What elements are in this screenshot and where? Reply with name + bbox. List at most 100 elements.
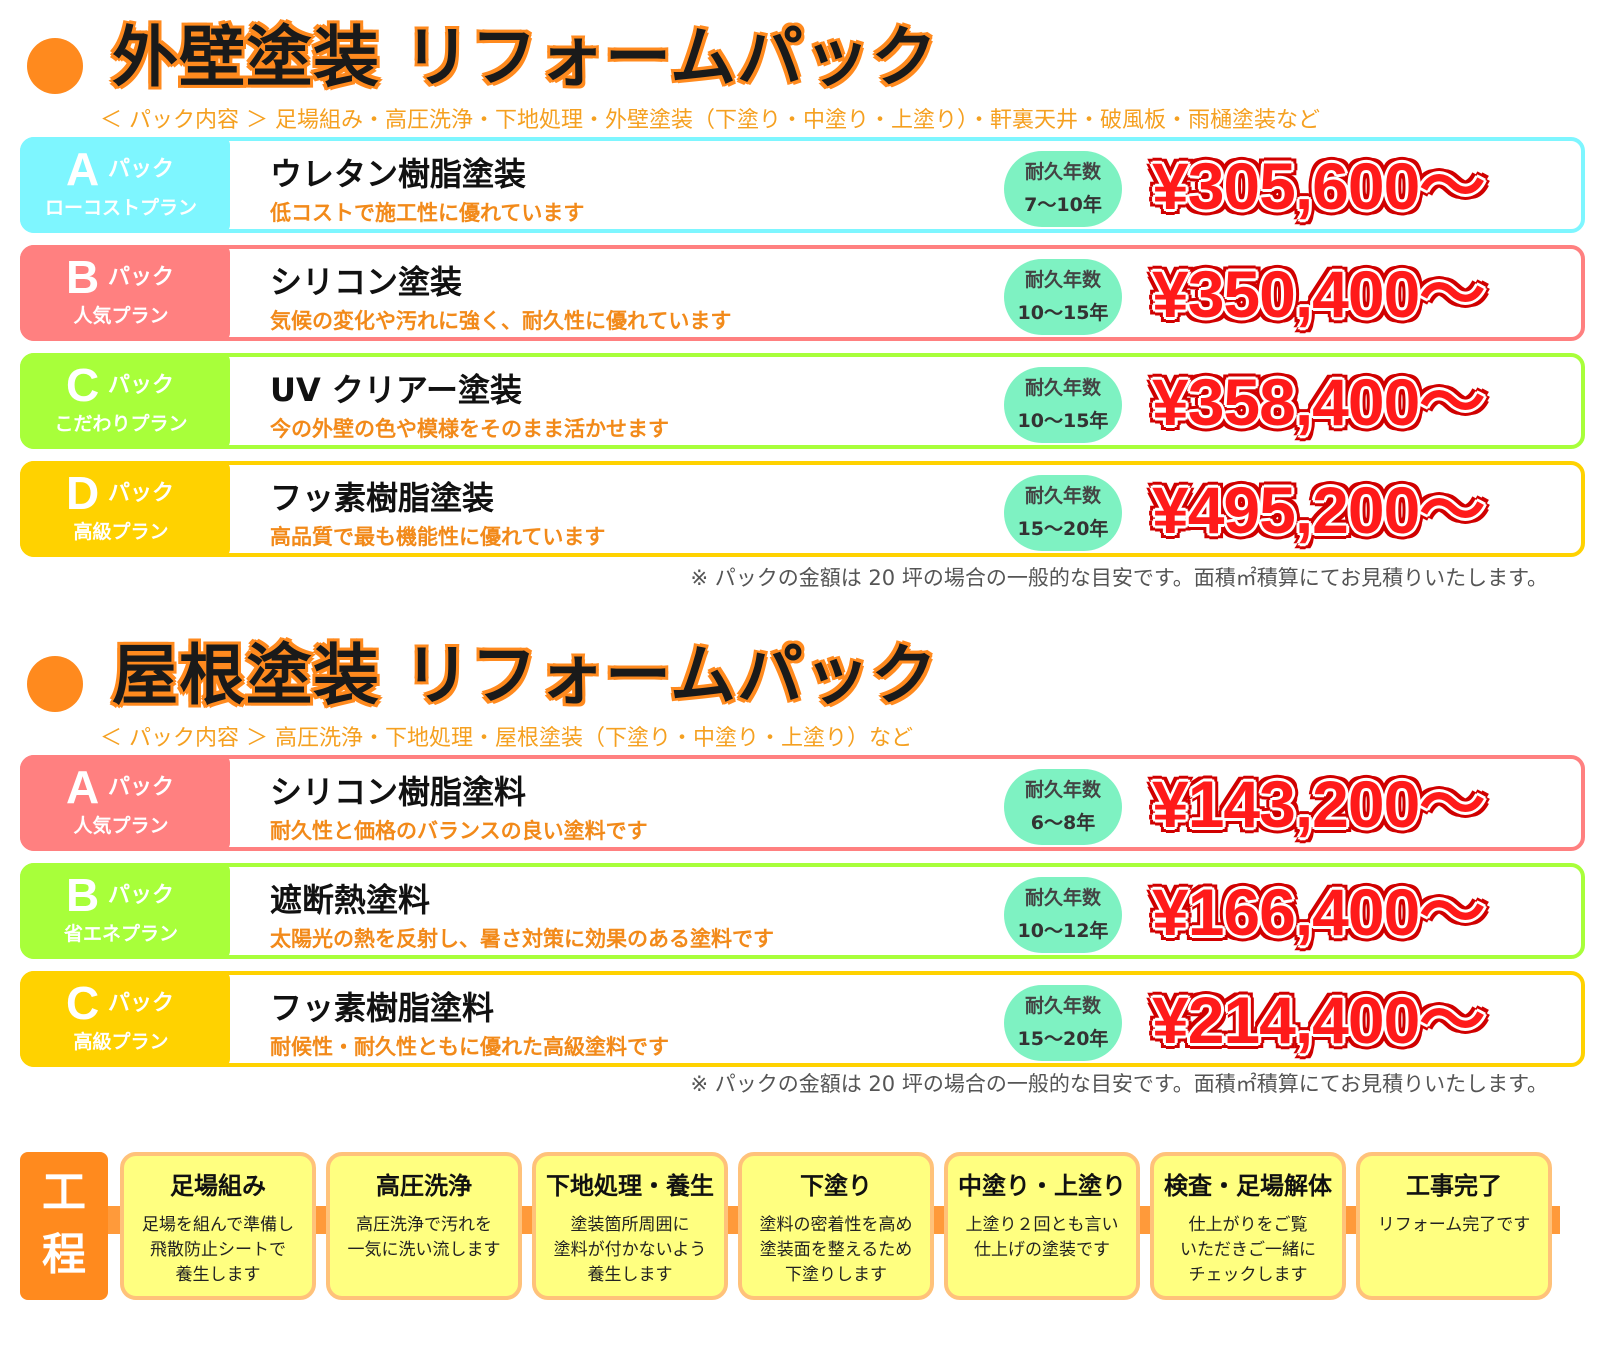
plan-row: C パック こだわりプラン UV クリアー塗装 今の外壁の色や模様をそのまま活かせます 耐…	[20, 353, 1585, 449]
plan-type: ローコストプラン	[44, 197, 197, 219]
plan-description: 耐候性・耐久性ともに優れた高級塗料です	[270, 1035, 669, 1059]
plan-price: ¥495,200～	[1152, 473, 1485, 547]
plan-name: フッ素樹脂塗装	[270, 479, 495, 517]
process-step-title: 中塗り・上塗り	[958, 1172, 1126, 1200]
process-step-line: 高圧洗浄で汚れを	[356, 1215, 492, 1235]
process-step-line: 塗料の密着性を高め	[759, 1215, 913, 1235]
process-step: 中塗り・上塗り上塗り２回とも言い 仕上げの塗装です	[944, 1152, 1140, 1300]
plan-description: 高品質で最も機能性に優れています	[270, 525, 606, 549]
exterior-header: 外壁塗装 リフォームパック	[0, 0, 1600, 98]
process-step: 検査・足場解体仕上がりをご覧 いただきご一緒に チェックします	[1150, 1152, 1346, 1300]
process-step-line: いただきご一緒に	[1180, 1240, 1316, 1260]
durability-years: 10～12年	[1017, 920, 1109, 942]
process-step-line: 仕上げの塗装です	[974, 1240, 1110, 1260]
plan-letter: B	[66, 251, 100, 303]
durability-label: 耐久年数	[1024, 779, 1101, 801]
process-step-desc: 上塗り２回とも言い 仕上げの塗装です	[948, 1213, 1136, 1263]
plan-price: ¥305,600～	[1152, 149, 1485, 223]
plan-row: A パックローコストプラン ウレタン樹脂塗装低コストで施工性に優れています 耐久年数 7…	[20, 137, 1585, 233]
plan-row: B パック 人気プラン シリコン塗装 気候の変化や汚れに強く、耐久性に優れています 耐久年…	[20, 245, 1585, 341]
process-step-line: 下塗りします	[785, 1265, 887, 1285]
plan-type: こだわりプラン	[54, 413, 188, 435]
plan-letter: A	[66, 761, 100, 813]
durability-label: 耐久年数	[1024, 485, 1101, 507]
plan-price: ¥166,400～	[1152, 875, 1485, 949]
plan-type: 人気プラン	[73, 815, 169, 837]
durability-badge: 耐久年数 10～12年	[1004, 877, 1122, 953]
process-step: 足場組み 足場を組んで準備し 飛散防止シートで 養生します	[120, 1152, 316, 1300]
plan-letter: A	[66, 143, 100, 195]
plan-name: シリコン塗装	[270, 263, 463, 301]
process-step-title: 高圧洗浄	[376, 1172, 472, 1200]
plan-tag: B パック 省エネプラン	[20, 863, 230, 959]
durability-badge: 耐久年数 10～15年	[1004, 259, 1122, 335]
process-step: 工事完了リフォーム完了です	[1356, 1152, 1552, 1300]
process-step-title: 下塗り	[800, 1172, 872, 1200]
roof-section: 屋根塗装 リフォームパック ＜ パック内容 ＞ 高圧洗浄・下地処理・屋根塗装（下…	[0, 618, 1600, 1096]
roof-title: 屋根塗装 リフォームパック	[110, 635, 939, 716]
process-step: 高圧洗浄高圧洗浄で汚れを 一気に洗い流します	[326, 1152, 522, 1300]
process-step-desc: 仕上がりをご覧 いただきご一緒に チェックします	[1154, 1213, 1342, 1288]
exterior-plan-list: A パック ローコストプラン ウレタン樹脂塗装 低コストで施工性に優れています 耐久年数 7…	[20, 137, 1585, 569]
durability-years: 15～20年	[1017, 518, 1109, 540]
exterior-contents: ＜ パック内容 ＞ 足場組み・高圧洗浄・下地処理・外壁塗装（下塗り・中塗り・上塗…	[100, 108, 1320, 133]
plan-letter: C	[66, 977, 100, 1029]
plan-tag: B パック 人気プラン	[20, 245, 230, 341]
process-step-title: 工事完了	[1406, 1172, 1502, 1200]
plan-pack-label: パック	[108, 481, 175, 506]
plan-pack-label: パック	[108, 373, 175, 398]
plan-row: B パック 省エネプラン 遮断熱塗料 太陽光の熱を反射し、暑さ対策に効果のある塗料です 耐…	[20, 863, 1585, 959]
durability-years: 6～8年	[1030, 812, 1096, 834]
plan-name: ウレタン樹脂塗装	[270, 155, 527, 193]
process-step-title: 検査・足場解体	[1164, 1172, 1332, 1200]
durability-label: 耐久年数	[1024, 887, 1101, 909]
process-step-line: 一気に洗い流します	[347, 1240, 501, 1260]
plan-description: 今の外壁の色や模様をそのまま活かせます	[270, 417, 669, 441]
process-step-desc: リフォーム完了です	[1360, 1213, 1548, 1238]
process-step-line: 足場を組んで準備し	[141, 1215, 295, 1235]
durability-years: 7～10年	[1024, 194, 1102, 216]
plan-pack-label: パック	[108, 991, 175, 1016]
process-step-desc: 塗装箇所周囲に 塗料が付かないよう 養生します	[536, 1213, 724, 1288]
plan-tag: C パックこだわりプラン	[20, 353, 230, 449]
plan-letter: C	[66, 359, 100, 411]
plan-price: ¥358,400～	[1152, 365, 1485, 439]
durability-years: 15～20年	[1017, 1028, 1109, 1050]
process-heading: 工 程	[20, 1152, 108, 1300]
plan-pack-label: パック	[108, 775, 175, 800]
process-step-line: 塗装箇所周囲に	[570, 1215, 690, 1235]
plan-pack-label: パック	[108, 157, 175, 182]
roof-plan-list: A パック 人気プラン シリコン樹脂塗料 耐久性と価格のバランスの良い塗料です 耐久年数 6…	[20, 755, 1585, 1079]
plan-row: C パック 高級プラン フッ素樹脂塗料 耐候性・耐久性ともに優れた高級塗料です 耐久年数 1…	[20, 971, 1585, 1067]
roof-header: 屋根塗装 リフォームパック	[0, 618, 1600, 716]
durability-badge: 耐久年数 15～20年	[1004, 985, 1122, 1061]
process-step: 下地処理・養生塗装箇所周囲に 塗料が付かないよう 養生します	[532, 1152, 728, 1300]
durability-label: 耐久年数	[1024, 269, 1101, 291]
durability-badge: 耐久年数 15～20年	[1004, 475, 1122, 551]
plan-type: 高級プラン	[73, 521, 169, 543]
bullet-dot-icon	[27, 38, 83, 94]
plan-tag: A パック人気プラン	[20, 755, 230, 851]
process-step-title: 下地処理・養生	[546, 1172, 714, 1200]
process-step-line: 飛散防止シートで	[150, 1240, 286, 1260]
plan-tag: D パック 高級プラン	[20, 461, 230, 557]
plan-tag: A パックローコストプラン	[20, 137, 230, 233]
plan-type: 省エネプラン	[63, 923, 178, 945]
exterior-note: ※ パックの金額は 20 坪の場合の一般的な目安です。面積㎡積算にてお見積りいた…	[690, 566, 1548, 590]
plan-pack-label: パック	[108, 265, 175, 290]
plan-name: 遮断熱塗料	[270, 881, 431, 919]
plan-description: 低コストで施工性に優れています	[270, 201, 585, 225]
process-step-line: チェックします	[1188, 1265, 1308, 1285]
plan-description: 気候の変化や汚れに強く、耐久性に優れています	[270, 309, 732, 333]
durability-badge: 耐久年数 6～8年	[1004, 769, 1122, 845]
durability-badge: 耐久年数 7～10年	[1004, 151, 1122, 227]
process-step-desc: 足場を組んで準備し 飛散防止シートで 養生します	[124, 1213, 312, 1288]
process-step-line: 上塗り２回とも言い	[965, 1215, 1119, 1235]
durability-years: 10～15年	[1017, 410, 1109, 432]
plan-name: フッ素樹脂塗料	[270, 989, 495, 1027]
roof-contents: ＜ パック内容 ＞ 高圧洗浄・下地処理・屋根塗装（下塗り・中塗り・上塗り）など	[100, 726, 913, 751]
process-step: 下塗り 塗料の密着性を高め 塗装面を整えるため 下塗りします	[738, 1152, 934, 1300]
plan-price: ¥350,400～	[1152, 257, 1485, 331]
process-step-line: 仕上がりをご覧	[1188, 1215, 1308, 1235]
plan-row: A パック 人気プラン シリコン樹脂塗料 耐久性と価格のバランスの良い塗料です 耐久年数 6…	[20, 755, 1585, 851]
